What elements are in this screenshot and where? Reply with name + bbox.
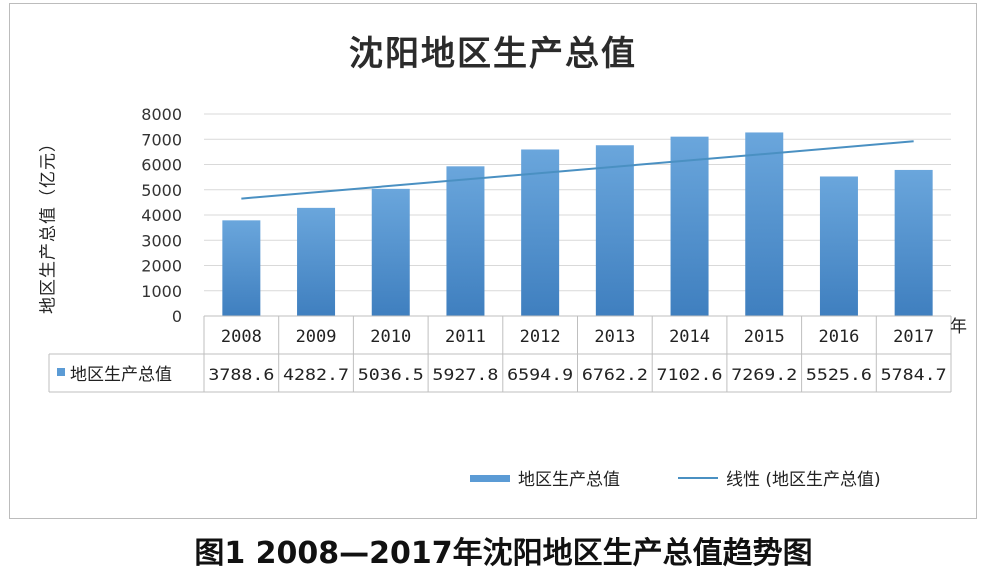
y-tick-label: 2000 <box>141 257 182 276</box>
x-tick-label: 2011 <box>445 327 486 347</box>
bar <box>222 220 261 316</box>
bar <box>745 132 784 316</box>
x-axis-unit-label: 年 <box>950 317 967 337</box>
data-table-value: 7269.2 <box>731 365 797 384</box>
y-tick-label: 8000 <box>141 105 182 124</box>
x-tick-label: 2014 <box>669 327 710 347</box>
data-table-value: 5784.7 <box>881 365 947 384</box>
trendline <box>241 140 914 200</box>
x-tick-label: 2009 <box>296 327 337 347</box>
data-table-value: 5927.8 <box>432 365 498 384</box>
legend-bar-label: 地区生产总值 <box>518 470 620 490</box>
table-series-swatch <box>57 368 65 376</box>
legend-bar-swatch <box>470 475 510 482</box>
x-tick-label: 2008 <box>221 327 262 347</box>
data-table-value: 4282.7 <box>283 365 349 384</box>
x-tick-label: 2015 <box>744 327 785 347</box>
x-tick-label: 2017 <box>893 327 934 347</box>
y-tick-label: 4000 <box>141 206 182 225</box>
y-tick-label: 3000 <box>141 231 182 250</box>
x-tick-label: 2010 <box>370 327 411 347</box>
bar <box>670 136 709 316</box>
bar <box>819 176 858 316</box>
table-series-name: 地区生产总值 <box>70 365 172 385</box>
bar <box>446 166 485 316</box>
x-tick-label: 2016 <box>818 327 859 347</box>
y-tick-label: 1000 <box>141 282 182 301</box>
data-table-value: 7102.6 <box>657 365 723 384</box>
x-tick-label: 2012 <box>520 327 561 347</box>
data-table-value: 6594.9 <box>507 365 573 384</box>
data-table-value: 6762.2 <box>582 365 648 384</box>
bar <box>894 169 933 316</box>
x-tick-label: 2013 <box>594 327 635 347</box>
y-tick-label: 6000 <box>141 156 182 175</box>
bar <box>297 207 336 316</box>
chart-title: 沈阳地区生产总值 <box>349 34 637 74</box>
bar <box>371 188 410 316</box>
data-table-value: 5036.5 <box>358 365 424 384</box>
data-table-value: 3788.6 <box>208 365 274 384</box>
y-tick-label: 0 <box>172 307 182 326</box>
y-tick-label: 5000 <box>141 181 182 200</box>
bar <box>521 149 560 316</box>
y-tick-label: 7000 <box>141 130 182 149</box>
legend-trend-label: 线性 (地区生产总值) <box>726 470 881 490</box>
chart-frame: 沈阳地区生产总值 <box>9 3 977 519</box>
figure-caption: 图1 2008—2017年沈阳地区生产总值趋势图 <box>194 536 813 571</box>
data-table-value: 5525.6 <box>806 365 872 384</box>
bar <box>595 145 634 316</box>
